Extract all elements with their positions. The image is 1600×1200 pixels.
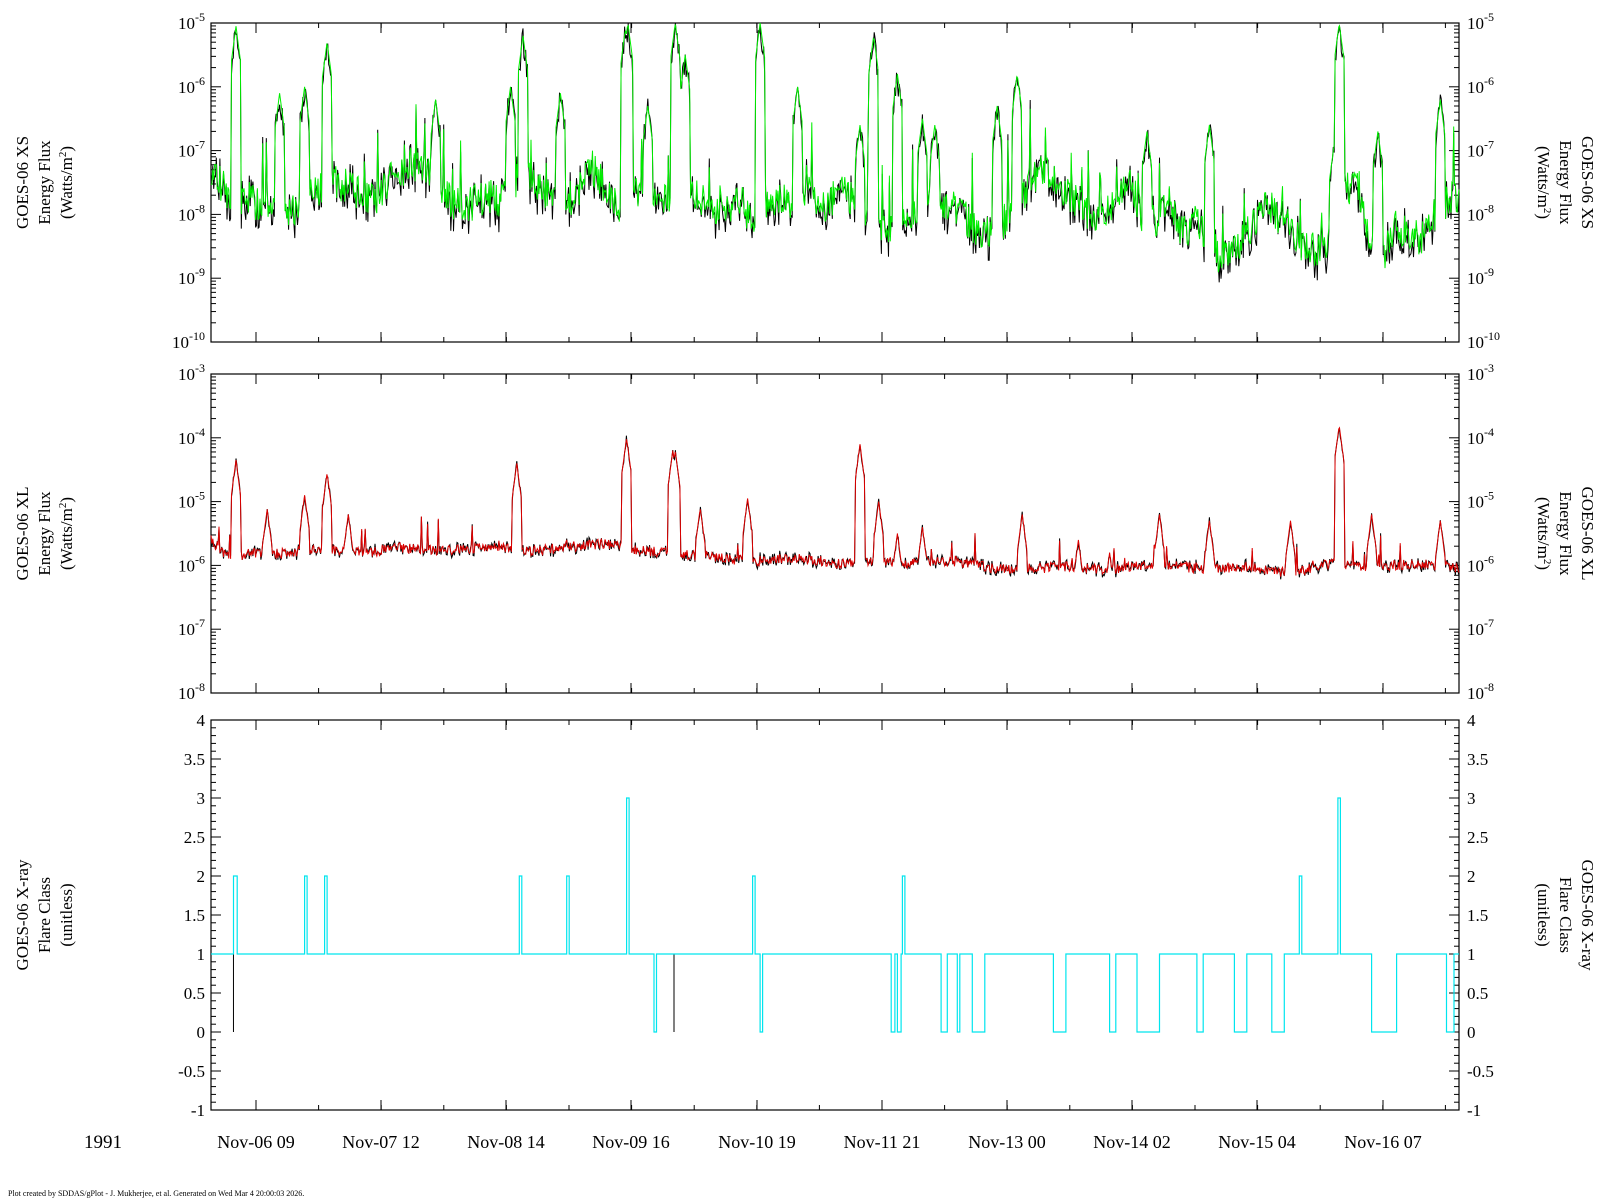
y-tick-label-right: 0 (1467, 1023, 1476, 1042)
y-tick-label-left: 0 (197, 1023, 206, 1042)
y-tick-label-right: 10-8 (1467, 680, 1494, 703)
y-tick-label-left: 10-10 (172, 329, 205, 352)
y-tick-label-left: 10-5 (178, 10, 205, 33)
series-secondary-trace (210, 22, 1460, 283)
y-tick-label-left: 10-3 (178, 361, 205, 384)
y-axis-title-left-2-line-0: GOES-06 X-ray (13, 859, 32, 970)
y-axis-title-left-2-line-1: Flare Class (35, 877, 54, 953)
y-axis-title-left-0: GOES-06 XS Energy Flux (Watts/m2) (13, 136, 76, 229)
y-tick-label-right: -1 (1467, 1101, 1481, 1120)
y-tick-label-left: 10-7 (178, 138, 205, 161)
y-tick-label-left: 10-8 (178, 201, 205, 224)
y-tick-label-left: 3.5 (184, 750, 205, 769)
y-tick-label-right: 2 (1467, 867, 1476, 886)
x-tick-label: Nov-11 21 (844, 1132, 921, 1152)
y-tick-label-left: 3 (197, 789, 206, 808)
y-tick-label-left: 10-9 (178, 265, 205, 288)
y-axis-title-right-0-line-2: (Watts/m2) (1534, 146, 1553, 219)
y-tick-label-right: 10-5 (1467, 489, 1494, 512)
x-tick-label: Nov-14 02 (1093, 1132, 1171, 1152)
y-tick-label-right: 10-6 (1467, 552, 1494, 575)
y-axis-title-right-1-line-0: GOES-06 XL (1578, 487, 1597, 581)
y-axis-title-left-1-line-0: GOES-06 XL (13, 487, 32, 581)
x-tick-label: Nov-07 12 (342, 1132, 420, 1152)
y-tick-label-right: 10-10 (1467, 329, 1500, 352)
y-axis-title-left-0-line-1: Energy Flux (35, 140, 54, 225)
year-label: 1991 (84, 1132, 122, 1153)
y-axis-title-left-2: GOES-06 X-ray Flare Class (unitless) (13, 859, 76, 970)
y-tick-label-left: 2.5 (184, 828, 205, 847)
y-tick-label-left: 10-6 (178, 74, 205, 97)
series-primary-trace (210, 22, 1460, 273)
footer-credit: Plot created by SDDAS/gPlot - J. Mukherj… (8, 1189, 305, 1198)
y-tick-label-left: 2 (197, 867, 206, 886)
y-tick-label-right: 3.5 (1467, 750, 1488, 769)
y-tick-label-right: 10-5 (1467, 10, 1494, 33)
y-tick-label-left: 0.5 (184, 984, 205, 1003)
y-tick-label-right: 1.5 (1467, 906, 1488, 925)
y-tick-label-left: 10-6 (178, 552, 205, 575)
y-tick-label-right: -0.5 (1467, 1062, 1494, 1081)
y-tick-label-left: 1.5 (184, 906, 205, 925)
y-axis-title-left-1-line-2: (Watts/m2) (57, 497, 76, 570)
panel-frame-2 (210, 719, 1460, 1111)
x-tick-label: Nov-13 00 (968, 1132, 1046, 1152)
y-axis-title-left-1: GOES-06 XL Energy Flux (Watts/m2) (13, 487, 76, 581)
y-tick-label-right: 10-4 (1467, 425, 1494, 448)
series-primary-trace (210, 426, 1460, 577)
y-axis-title-right-1-line-1: Energy Flux (1556, 491, 1575, 576)
x-tick-label: Nov-10 19 (718, 1132, 796, 1152)
x-tick-label: Nov-16 07 (1344, 1132, 1422, 1152)
y-tick-label-left: 10-8 (178, 680, 205, 703)
y-axis-title-left-2-line-2: (unitless) (57, 883, 76, 946)
y-tick-label-right: 10-3 (1467, 361, 1494, 384)
y-axis-title-right-2-line-1: Flare Class (1556, 877, 1575, 953)
y-tick-label-right: 1 (1467, 945, 1476, 964)
y-tick-label-right: 10-9 (1467, 265, 1494, 288)
y-tick-label-left: 10-7 (178, 616, 205, 639)
panel-frame-1 (210, 373, 1460, 694)
y-tick-label-left: -0.5 (178, 1062, 205, 1081)
y-axis-title-right-0-line-1: Energy Flux (1556, 140, 1575, 225)
y-tick-label-right: 10-6 (1467, 74, 1494, 97)
y-tick-label-right: 3 (1467, 789, 1476, 808)
y-tick-label-left: 4 (197, 711, 206, 730)
x-tick-label: Nov-15 04 (1218, 1132, 1296, 1152)
y-axis-title-right-2-line-0: GOES-06 X-ray (1578, 860, 1597, 971)
y-axis-title-right-1-line-2: (Watts/m2) (1534, 497, 1553, 570)
y-tick-label-right: 10-7 (1467, 138, 1494, 161)
y-tick-label-left: -1 (191, 1101, 205, 1120)
y-axis-title-left-0-line-2: (Watts/m2) (57, 146, 76, 219)
y-tick-label-right: 10-7 (1467, 616, 1494, 639)
panel-frame-0 (210, 22, 1460, 343)
y-tick-label-right: 4 (1467, 711, 1476, 730)
flare-class-series (211, 797, 1459, 1033)
y-axis-title-left-0-line-0: GOES-06 XS (13, 136, 32, 229)
y-axis-title-right-2-line-2: (unitless) (1534, 883, 1553, 946)
x-tick-label: Nov-09 16 (592, 1132, 670, 1152)
y-tick-label-right: 2.5 (1467, 828, 1488, 847)
y-tick-label-left: 1 (197, 945, 206, 964)
x-tick-label: Nov-08 14 (467, 1132, 545, 1152)
y-tick-label-left: 10-4 (178, 425, 205, 448)
y-tick-label-right: 10-8 (1467, 201, 1494, 224)
y-axis-title-right-0-line-0: GOES-06 XS (1578, 136, 1597, 229)
y-tick-label-right: 0.5 (1467, 984, 1488, 1003)
series-secondary-trace (210, 429, 1460, 580)
y-tick-label-left: 10-5 (178, 489, 205, 512)
x-tick-label: Nov-06 09 (217, 1132, 295, 1152)
y-axis-title-left-1-line-1: Energy Flux (35, 491, 54, 576)
